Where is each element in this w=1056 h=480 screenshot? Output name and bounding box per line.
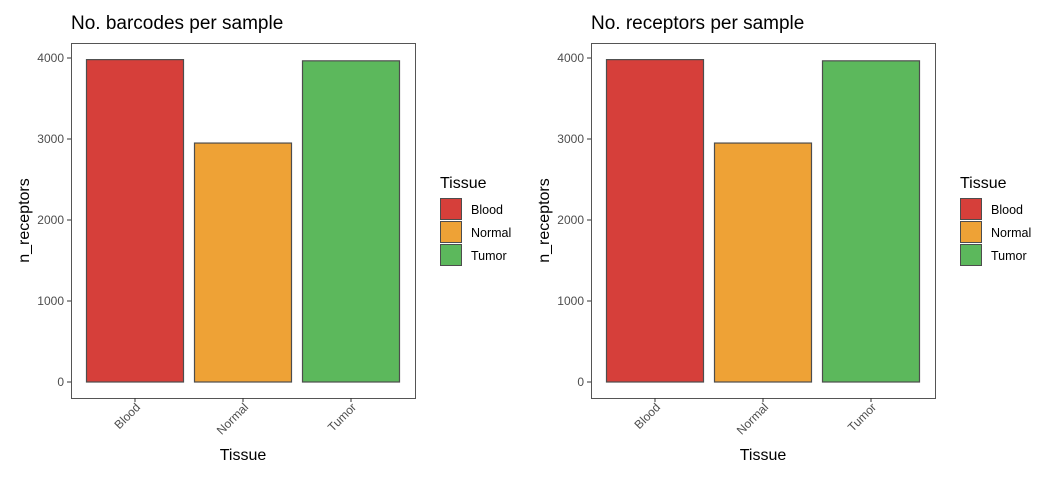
bar-tumor bbox=[301, 60, 401, 383]
legend-label-normal: Normal bbox=[991, 226, 1031, 240]
bar-normal bbox=[193, 142, 293, 383]
legend-label-tumor: Tumor bbox=[471, 249, 507, 263]
legend-label-blood: Blood bbox=[471, 203, 503, 217]
legend-swatch-normal bbox=[440, 221, 462, 243]
legend: Tissue Blood Normal Tumor bbox=[960, 175, 1031, 266]
legend-label-blood: Blood bbox=[991, 203, 1023, 217]
x-tick-label: Tumor bbox=[325, 400, 359, 434]
y-tick-label: 3000 bbox=[37, 132, 64, 146]
y-axis-title: n_receptors bbox=[536, 178, 553, 263]
y-tick-label: 0 bbox=[577, 375, 584, 389]
y-tick-label: 1000 bbox=[557, 294, 584, 308]
x-tick-label: Tumor bbox=[845, 400, 879, 434]
chart-title: No. receptors per sample bbox=[591, 13, 804, 34]
legend-swatch-blood bbox=[960, 198, 982, 220]
chart-panel-1: No. barcodes per sample 0 1000 2000 3000 4000… bbox=[16, 13, 511, 464]
y-tick-label: 1000 bbox=[37, 294, 64, 308]
legend-label-tumor: Tumor bbox=[991, 249, 1027, 263]
chart-title: No. barcodes per sample bbox=[71, 13, 283, 34]
legend-swatch-normal bbox=[960, 221, 982, 243]
legend-swatch-tumor bbox=[960, 244, 982, 266]
legend-title: Tissue bbox=[440, 175, 487, 192]
y-tick-label: 4000 bbox=[37, 51, 64, 65]
y-axis-title: n_receptors bbox=[16, 178, 33, 263]
y-tick-label: 2000 bbox=[37, 213, 64, 227]
legend: Tissue Blood Normal Tumor bbox=[440, 175, 511, 266]
legend-label-normal: Normal bbox=[471, 226, 511, 240]
x-tick-label: Blood bbox=[112, 400, 144, 432]
legend-swatch-blood bbox=[440, 198, 462, 220]
x-tick-label: Normal bbox=[214, 400, 251, 437]
y-tick-label: 2000 bbox=[557, 213, 584, 227]
bar-blood bbox=[605, 59, 705, 383]
y-tick-label: 3000 bbox=[557, 132, 584, 146]
x-axis-title: Tissue bbox=[740, 447, 787, 464]
x-tick-label: Normal bbox=[734, 400, 771, 437]
bar-normal bbox=[713, 142, 813, 383]
y-tick-label: 4000 bbox=[557, 51, 584, 65]
legend-title: Tissue bbox=[960, 175, 1007, 192]
legend-swatch-tumor bbox=[440, 244, 462, 266]
y-tick-label: 0 bbox=[57, 375, 64, 389]
x-tick-label: Blood bbox=[632, 400, 664, 432]
bar-blood bbox=[85, 59, 185, 383]
chart-panel-2: No. receptors per sample 0 1000 2000 3000 400… bbox=[536, 13, 1031, 464]
bar-tumor bbox=[821, 60, 921, 383]
x-axis-title: Tissue bbox=[220, 447, 267, 464]
